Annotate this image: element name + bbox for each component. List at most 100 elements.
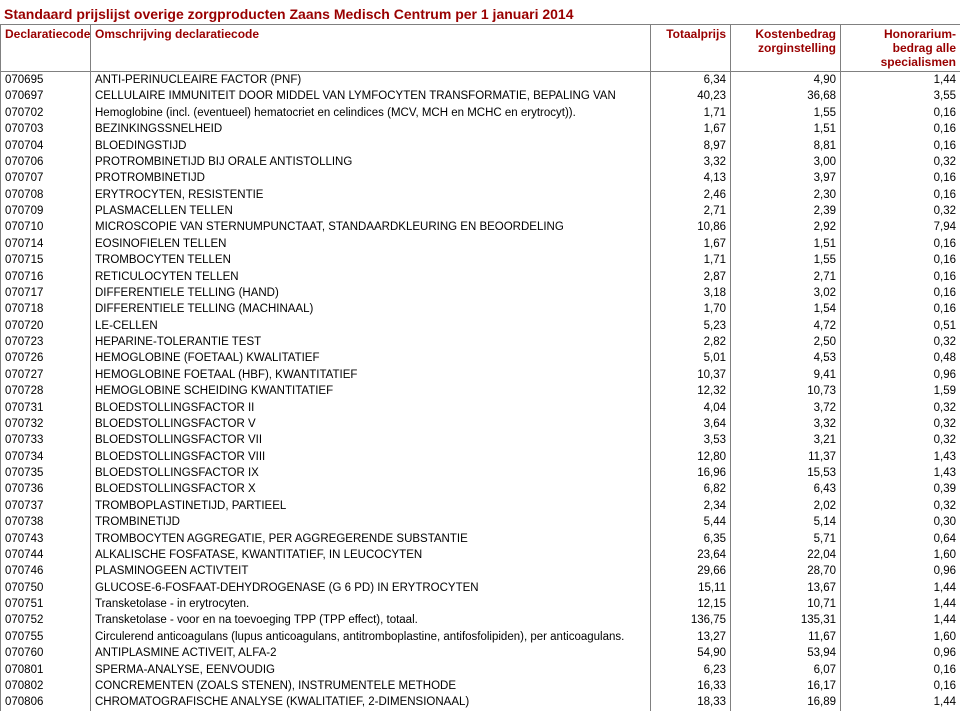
cell-kosten: 2,02 <box>731 498 841 514</box>
cell-kosten: 1,51 <box>731 236 841 252</box>
cell-code: 070695 <box>1 72 91 89</box>
cell-totaal: 2,82 <box>651 334 731 350</box>
cell-kosten: 1,55 <box>731 252 841 268</box>
cell-desc: EOSINOFIELEN TELLEN <box>91 236 651 252</box>
cell-desc: BLOEDSTOLLINGSFACTOR V <box>91 416 651 432</box>
cell-code: 070738 <box>1 514 91 530</box>
cell-code: 070717 <box>1 285 91 301</box>
cell-totaal: 5,23 <box>651 318 731 334</box>
table-row: 070695ANTI-PERINUCLEAIRE FACTOR (PNF)6,3… <box>1 72 960 89</box>
cell-kosten: 6,43 <box>731 481 841 497</box>
cell-honorarium: 0,16 <box>841 301 960 317</box>
table-row: 070718DIFFERENTIELE TELLING (MACHINAAL)1… <box>1 301 960 317</box>
cell-totaal: 54,90 <box>651 645 731 661</box>
cell-code: 070752 <box>1 612 91 628</box>
table-header-row: Declaratiecode Omschrijving declaratieco… <box>1 25 960 72</box>
table-row: 070707PROTROMBINETIJD4,133,970,16 <box>1 170 960 186</box>
cell-totaal: 3,64 <box>651 416 731 432</box>
cell-code: 070801 <box>1 662 91 678</box>
cell-honorarium: 1,59 <box>841 383 960 399</box>
cell-code: 070728 <box>1 383 91 399</box>
cell-code: 070710 <box>1 219 91 235</box>
cell-totaal: 2,46 <box>651 187 731 203</box>
cell-totaal: 136,75 <box>651 612 731 628</box>
cell-honorarium: 1,60 <box>841 547 960 563</box>
cell-desc: PROTROMBINETIJD <box>91 170 651 186</box>
cell-kosten: 8,81 <box>731 138 841 154</box>
table-row: 070733BLOEDSTOLLINGSFACTOR VII3,533,210,… <box>1 432 960 448</box>
table-row: 070802CONCREMENTEN (ZOALS STENEN), INSTR… <box>1 678 960 694</box>
cell-code: 070727 <box>1 367 91 383</box>
cell-code: 070802 <box>1 678 91 694</box>
col-header-totaal: Totaalprijs <box>651 25 731 72</box>
cell-kosten: 13,67 <box>731 580 841 596</box>
cell-honorarium: 1,43 <box>841 449 960 465</box>
page-title: Standaard prijslijst overige zorgproduct… <box>0 0 960 24</box>
cell-totaal: 1,67 <box>651 236 731 252</box>
table-row: 070706PROTROMBINETIJD BIJ ORALE ANTISTOL… <box>1 154 960 170</box>
cell-code: 070751 <box>1 596 91 612</box>
cell-desc: HEMOGLOBINE (FOETAAL) KWALITATIEF <box>91 350 651 366</box>
cell-totaal: 6,34 <box>651 72 731 89</box>
cell-honorarium: 1,43 <box>841 465 960 481</box>
col-header-kosten: Kostenbedrag zorginstelling <box>731 25 841 72</box>
cell-kosten: 1,55 <box>731 105 841 121</box>
price-table: Declaratiecode Omschrijving declaratieco… <box>0 24 960 711</box>
cell-honorarium: 0,16 <box>841 269 960 285</box>
cell-totaal: 1,71 <box>651 252 731 268</box>
cell-honorarium: 1,44 <box>841 580 960 596</box>
cell-honorarium: 0,39 <box>841 481 960 497</box>
cell-honorarium: 0,16 <box>841 252 960 268</box>
cell-kosten: 15,53 <box>731 465 841 481</box>
table-row: 070731BLOEDSTOLLINGSFACTOR II4,043,720,3… <box>1 400 960 416</box>
cell-kosten: 53,94 <box>731 645 841 661</box>
table-row: 070760ANTIPLASMINE ACTIVEIT, ALFA-254,90… <box>1 645 960 661</box>
cell-desc: DIFFERENTIELE TELLING (HAND) <box>91 285 651 301</box>
cell-totaal: 3,18 <box>651 285 731 301</box>
cell-totaal: 1,67 <box>651 121 731 137</box>
cell-totaal: 29,66 <box>651 563 731 579</box>
cell-desc: BEZINKINGSSNELHEID <box>91 121 651 137</box>
cell-kosten: 3,97 <box>731 170 841 186</box>
cell-desc: BLOEDSTOLLINGSFACTOR IX <box>91 465 651 481</box>
cell-honorarium: 0,16 <box>841 236 960 252</box>
cell-code: 070750 <box>1 580 91 596</box>
cell-code: 070760 <box>1 645 91 661</box>
cell-code: 070735 <box>1 465 91 481</box>
cell-code: 070702 <box>1 105 91 121</box>
table-row: 070709PLASMACELLEN TELLEN2,712,390,32 <box>1 203 960 219</box>
cell-kosten: 2,30 <box>731 187 841 203</box>
cell-code: 070755 <box>1 629 91 645</box>
cell-kosten: 2,39 <box>731 203 841 219</box>
cell-desc: Transketolase - in erytrocyten. <box>91 596 651 612</box>
cell-code: 070723 <box>1 334 91 350</box>
cell-totaal: 3,32 <box>651 154 731 170</box>
table-row: 070806CHROMATOGRAFISCHE ANALYSE (KWALITA… <box>1 694 960 710</box>
cell-honorarium: 0,16 <box>841 285 960 301</box>
cell-totaal: 16,33 <box>651 678 731 694</box>
cell-honorarium: 0,32 <box>841 432 960 448</box>
cell-code: 070744 <box>1 547 91 563</box>
table-row: 070737TROMBOPLASTINETIJD, PARTIEEL2,342,… <box>1 498 960 514</box>
cell-honorarium: 0,51 <box>841 318 960 334</box>
cell-kosten: 4,53 <box>731 350 841 366</box>
table-row: 070732BLOEDSTOLLINGSFACTOR V3,643,320,32 <box>1 416 960 432</box>
cell-totaal: 2,87 <box>651 269 731 285</box>
table-row: 070708ERYTROCYTEN, RESISTENTIE2,462,300,… <box>1 187 960 203</box>
cell-kosten: 5,71 <box>731 531 841 547</box>
table-row: 070752Transketolase - voor en na toevoeg… <box>1 612 960 628</box>
cell-totaal: 12,80 <box>651 449 731 465</box>
cell-kosten: 10,71 <box>731 596 841 612</box>
cell-kosten: 9,41 <box>731 367 841 383</box>
cell-honorarium: 0,30 <box>841 514 960 530</box>
cell-code: 070706 <box>1 154 91 170</box>
cell-kosten: 5,14 <box>731 514 841 530</box>
cell-honorarium: 1,44 <box>841 612 960 628</box>
cell-kosten: 22,04 <box>731 547 841 563</box>
table-row: 070714EOSINOFIELEN TELLEN1,671,510,16 <box>1 236 960 252</box>
cell-desc: HEPARINE-TOLERANTIE TEST <box>91 334 651 350</box>
cell-totaal: 6,35 <box>651 531 731 547</box>
table-row: 070735BLOEDSTOLLINGSFACTOR IX16,9615,531… <box>1 465 960 481</box>
table-row: 070734BLOEDSTOLLINGSFACTOR VIII12,8011,3… <box>1 449 960 465</box>
cell-desc: GLUCOSE-6-FOSFAAT-DEHYDROGENASE (G 6 PD)… <box>91 580 651 596</box>
